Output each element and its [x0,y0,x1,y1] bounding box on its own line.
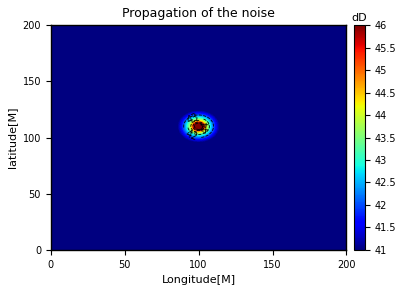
Y-axis label: latitude[M]: latitude[M] [7,107,17,168]
Title: dD: dD [351,13,366,23]
Text: 42: 42 [183,129,198,143]
X-axis label: Longitude[M]: Longitude[M] [161,275,235,285]
Text: 43: 43 [185,112,200,126]
Title: Propagation of the noise: Propagation of the noise [122,7,274,20]
Text: 44: 44 [201,120,211,133]
